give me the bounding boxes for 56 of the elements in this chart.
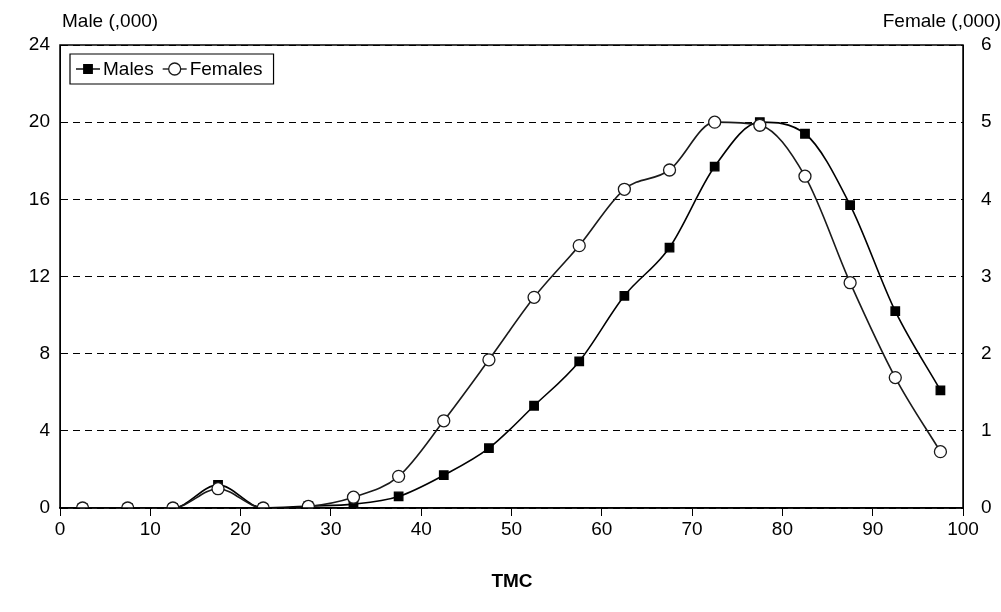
point [890, 306, 901, 317]
point [572, 238, 586, 253]
point [843, 276, 857, 290]
y2-tick-label: 0 [981, 496, 992, 518]
point [753, 118, 767, 132]
x-tick-label: 20 [230, 517, 252, 539]
x-tick-label: 100 [947, 517, 979, 539]
point [888, 370, 902, 385]
x-tick-label: 0 [54, 517, 66, 539]
point [708, 115, 722, 129]
legend-label: Males [103, 58, 154, 80]
legend-label: Females [189, 58, 263, 80]
point [845, 200, 856, 211]
x-tick-label: 10 [139, 517, 161, 539]
point [798, 169, 812, 183]
y-tick-label: 20 [28, 110, 50, 132]
y2-tick-label: 1 [981, 419, 992, 441]
y2-tick-label: 4 [981, 187, 992, 209]
y-tick-label: 12 [28, 264, 50, 286]
y2-tick-label: 2 [981, 341, 992, 363]
point [346, 490, 361, 504]
point [391, 469, 406, 484]
point [935, 385, 946, 396]
point [529, 400, 539, 411]
point [484, 443, 494, 454]
y-axis-title: Male (,000) [62, 10, 159, 32]
point [437, 414, 451, 428]
y-tick-label: 16 [28, 187, 50, 209]
point [933, 445, 948, 459]
x-tick-label: 40 [410, 517, 432, 539]
point [393, 491, 404, 502]
x-tick-label: 30 [320, 517, 342, 539]
point [617, 182, 632, 196]
x-axis-title: TMC [490, 570, 534, 592]
x-tick-label: 50 [500, 517, 523, 539]
y2-tick-label: 5 [981, 110, 992, 132]
point [482, 353, 496, 367]
x-tick-label: 90 [862, 517, 884, 539]
point [211, 482, 225, 496]
point [709, 161, 720, 172]
point [574, 356, 585, 367]
point [662, 163, 677, 177]
point [800, 128, 810, 139]
y-tick-label: 8 [39, 341, 50, 363]
y-tick-label: 0 [39, 496, 50, 518]
point [527, 290, 541, 304]
y-tick-label: 24 [28, 33, 51, 55]
y2-tick-label: 6 [981, 33, 992, 55]
x-tick-label: 70 [681, 517, 703, 539]
x-tick-label: 60 [591, 517, 613, 539]
point [619, 290, 630, 301]
y2-tick-label: 3 [981, 264, 992, 286]
point [438, 470, 449, 481]
x-tick-label: 80 [771, 517, 793, 539]
y-tick-label: 4 [39, 419, 51, 441]
y2-axis-title: Female (,000) [882, 10, 1001, 32]
